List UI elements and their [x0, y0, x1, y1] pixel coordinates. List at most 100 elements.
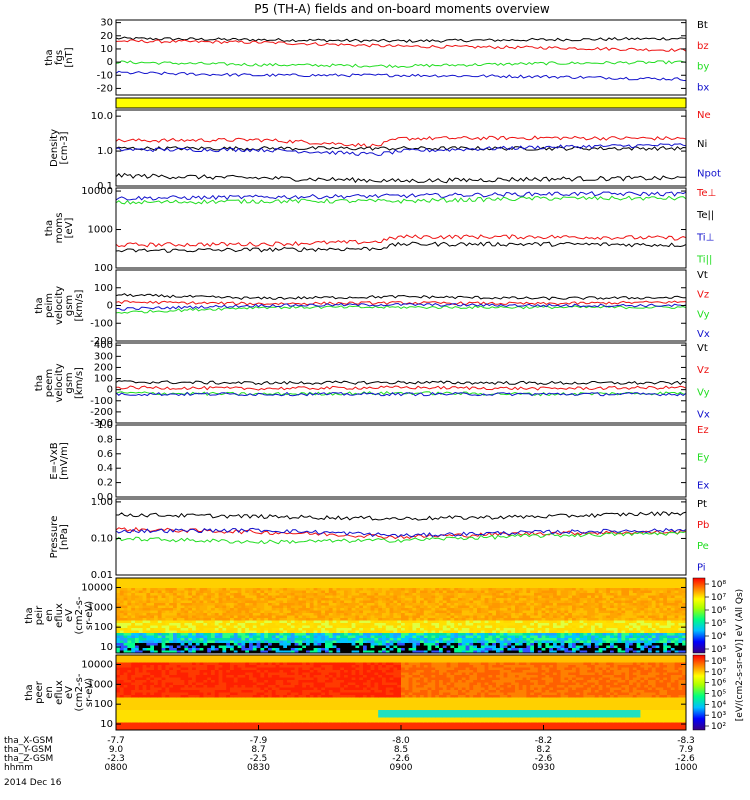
ytick-label-3-2: 1.0	[97, 146, 113, 157]
panel-10: 10000 1000 100 10 tha peer en eflux eV (cm2-s-sr-…	[24, 654, 726, 732]
colorbar-2	[692, 654, 706, 731]
panel-4: 10000 1000 100 tha moms [eV] Te⊥ Te|| Ti⊥ Ti||	[44, 186, 716, 274]
cbar-tick-label-10-6: 10³	[711, 711, 726, 721]
ylabel-9-5: eV	[64, 609, 75, 622]
series-3-1	[115, 135, 687, 148]
colorbar-label: [eV/(cm2-s-sr-eV)] eV (All Qs)	[735, 589, 745, 721]
series-5-3	[115, 305, 687, 314]
ytick-label-5-2: 0	[107, 301, 113, 312]
ytick-label-5-1: 100	[94, 283, 113, 294]
legend-7-3: Ex	[697, 480, 709, 491]
legend-5-2: Vz	[697, 290, 709, 301]
ylabel-3-2: [cm-3]	[59, 131, 70, 164]
legend-5-4: Vx	[697, 329, 710, 340]
ylabel-4-2: moms	[54, 213, 65, 244]
legend-5-3: Vy	[697, 309, 710, 320]
ylabel-6-5: [km/s]	[74, 367, 85, 399]
ytick-label-9-4: 10	[100, 642, 113, 653]
ytick-label-4-2: 1000	[88, 225, 113, 236]
series-3-2	[115, 145, 687, 152]
ylabel-6-4: gsm	[64, 372, 75, 393]
time-row-4-value-1: 0800	[105, 763, 128, 773]
ylabel-5-4: gsm	[64, 295, 75, 316]
time-axis: tha_X-GSM -7.7 -7.9 -8.0 -8.2 -8.3 tha_Y-GSM 9.…	[4, 725, 698, 773]
time-row-4-value-4: 0930	[532, 763, 555, 773]
time-row-label-4: hhmm	[4, 763, 33, 773]
legend-4-4: Ti||	[696, 255, 712, 266]
ytick-label-7-5: 0.2	[97, 478, 113, 489]
cbar-tick-label-9-3: 10⁶	[711, 606, 726, 616]
time-row-4-value-2: 0830	[247, 763, 270, 773]
ytick-label-7-6: 0.0	[97, 492, 113, 503]
time-row-2-value-4: 8.2	[536, 745, 550, 755]
ytick-label-10-3: 100	[94, 699, 113, 710]
legend-3-3: Npot	[697, 169, 721, 180]
ytick-label-8-3: 0.01	[91, 570, 113, 581]
ytick-label-8-2: 0.10	[91, 533, 113, 544]
series-6-3	[115, 390, 687, 397]
ylabel-9-3: en	[44, 609, 55, 622]
ylabel-10-4: eflux	[54, 680, 65, 705]
time-row-label-3: tha_Z-GSM	[4, 754, 53, 764]
series-8-3	[115, 531, 687, 545]
ytick-label-7-1: 1.0	[97, 420, 113, 431]
ylabel-1-2: fgs	[54, 50, 65, 65]
cbar-tick-label-10-3: 10⁶	[711, 679, 726, 689]
legend-4-3: Ti⊥	[696, 232, 714, 243]
panel-6-frame	[115, 342, 687, 424]
ylabel-7-2: [mV/m]	[59, 442, 70, 480]
ylabel-3-1: Density	[49, 129, 60, 167]
ylabel-5-5: [km/s]	[74, 289, 85, 321]
mode-bar	[116, 98, 686, 108]
ylabel-1-3: [nT]	[64, 47, 75, 67]
time-row-3-value-3: -2.6	[392, 754, 410, 764]
panel-1-frame	[115, 19, 687, 96]
cbar-tick-label-9-6: 10³	[711, 645, 726, 655]
ytick-label-1-1: 30	[100, 18, 113, 29]
series-6-1	[115, 380, 687, 386]
ytick-label-6-4: 100	[94, 374, 113, 385]
figure-title: P5 (TH-A) fields and on-board moments ov…	[254, 2, 550, 16]
legend-4-2: Te||	[696, 210, 714, 221]
ytick-label-10-1: 10000	[81, 660, 113, 671]
series-1-4	[115, 70, 687, 82]
panel-7-frame	[115, 424, 687, 498]
ytick-label-10-2: 1000	[88, 679, 113, 690]
ytick-label-9-1: 10000	[81, 583, 113, 594]
ylabel-10-6: (cm2-s-	[74, 673, 85, 711]
ylabel-6-2: peem	[44, 369, 55, 397]
time-row-1-value-5: -8.3	[677, 736, 695, 746]
ytick-label-6-5: 0	[107, 385, 113, 396]
ylabel-1-1: tha	[44, 49, 55, 65]
ytick-label-6-2: 300	[94, 351, 113, 362]
legend-1-1: Bt	[697, 20, 708, 31]
ylabel-5-2: peim	[44, 293, 55, 318]
time-row-3-value-2: -2.5	[250, 754, 268, 764]
ylabel-4-3: [eV]	[64, 218, 75, 239]
legend-1-4: bx	[697, 83, 709, 94]
panel-8: 1.00 0.10 0.01 Pressure [nPa] Pt Pb Pe Pi	[49, 497, 709, 581]
ytick-label-7-4: 0.4	[97, 463, 113, 474]
series-4-3	[115, 191, 687, 201]
ytick-label-1-3: 10	[100, 44, 113, 55]
cbar-tick-label-9-1: 10⁸	[711, 580, 726, 590]
cbar-tick-label-10-1: 10⁸	[711, 657, 726, 667]
time-row-1-value-2: -7.9	[250, 736, 268, 746]
series-4-4	[115, 195, 687, 205]
panel-4-frame	[115, 187, 687, 269]
series-3-extra	[115, 172, 687, 184]
ylabel-9-1: tha	[24, 607, 35, 623]
legend-6-2: Vz	[697, 365, 709, 376]
series-5-4	[115, 302, 687, 311]
ytick-label-9-2: 1000	[88, 602, 113, 613]
legend-8-2: Pb	[697, 520, 709, 531]
ytick-label-4-3: 100	[94, 263, 113, 274]
ytick-label-7-2: 0.8	[97, 434, 113, 445]
time-row-3-value-1: -2.3	[107, 754, 125, 764]
time-row-2-value-1: 9.0	[109, 745, 124, 755]
ylabel-9-2: peir	[34, 605, 45, 625]
ylabel-8-2: [nPa]	[59, 524, 70, 550]
colorbar-1-gradient	[692, 577, 706, 654]
